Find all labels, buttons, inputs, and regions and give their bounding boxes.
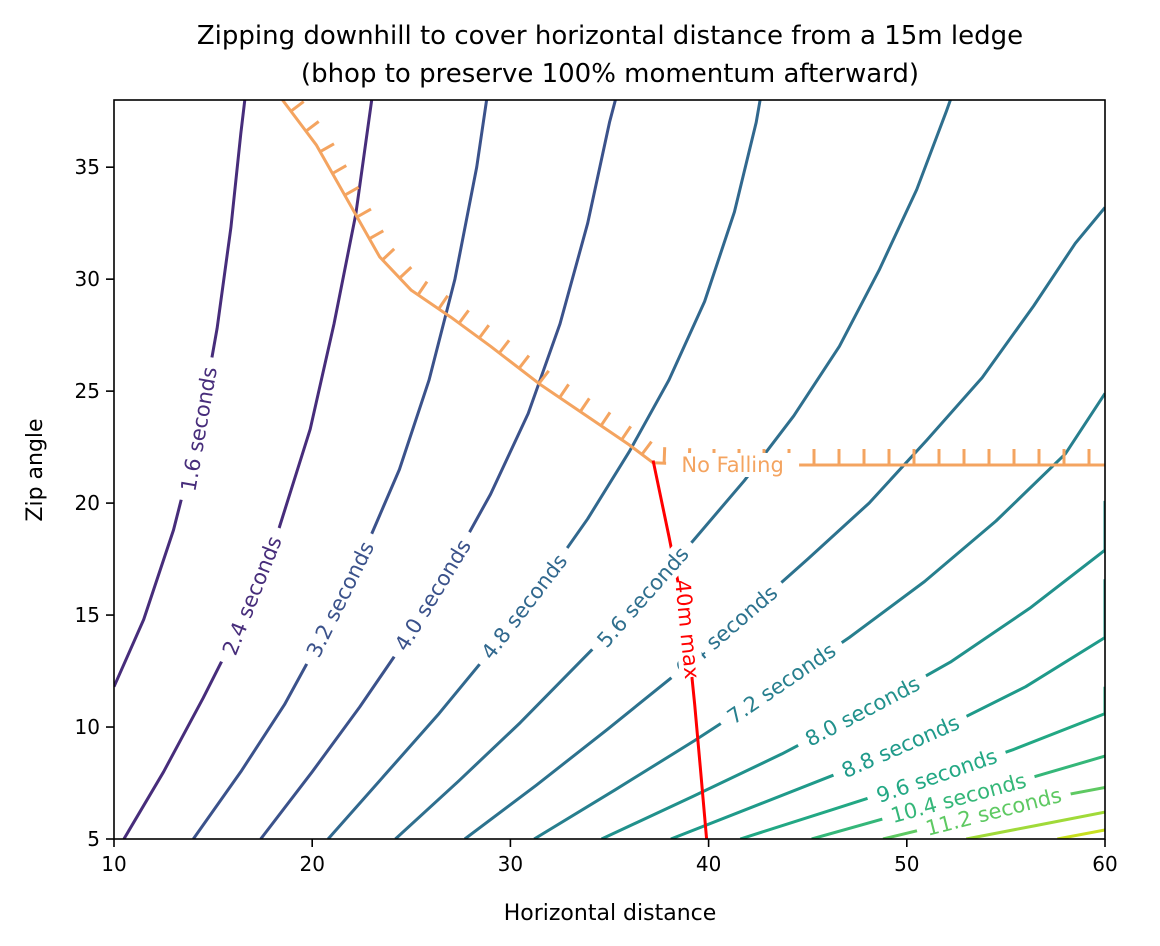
contour-label-background bbox=[174, 355, 224, 503]
x-tick-label: 30 bbox=[498, 852, 523, 876]
boundary-hatch bbox=[620, 425, 632, 441]
boundary-hatch bbox=[398, 266, 413, 280]
boundary-hatch bbox=[558, 383, 570, 399]
contour-label-background bbox=[666, 453, 800, 477]
boundary-hatch bbox=[343, 185, 360, 197]
y-tick-label: 20 bbox=[75, 491, 100, 515]
contour-line bbox=[394, 100, 952, 839]
contour-label-background bbox=[585, 534, 701, 660]
contour-label: 7.2 seconds bbox=[723, 638, 840, 729]
contour-label-background bbox=[714, 632, 849, 735]
no-falling-boundary bbox=[281, 100, 1105, 467]
contour-label-background bbox=[470, 541, 579, 672]
contour-label: 2.4 seconds bbox=[218, 533, 287, 659]
contour-line bbox=[114, 100, 247, 688]
contour-label-background bbox=[384, 526, 482, 664]
boundary-hatch bbox=[368, 229, 385, 241]
boundary-hatch bbox=[537, 369, 550, 385]
x-axis-label: Horizontal distance bbox=[504, 901, 717, 926]
axes-frame bbox=[113, 99, 1106, 840]
y-tick-label: 10 bbox=[75, 715, 100, 739]
boundary-hatch bbox=[289, 100, 305, 113]
contour-line bbox=[259, 100, 617, 839]
contour-line bbox=[122, 100, 374, 839]
boundary-hatch bbox=[319, 142, 335, 154]
contour-label-background bbox=[864, 740, 1010, 811]
contour-line bbox=[1057, 828, 1105, 839]
boundary-hatch bbox=[331, 164, 348, 175]
y-tick-label: 5 bbox=[87, 827, 100, 851]
contour-label-background bbox=[214, 523, 291, 668]
x-tick-label: 60 bbox=[1092, 852, 1117, 876]
y-axis-label: Zip angle bbox=[23, 418, 48, 521]
boundary-hatch bbox=[478, 324, 491, 339]
y-axis: 5 10 15 20 25 30 35 bbox=[75, 155, 114, 851]
contour-label-background bbox=[879, 766, 1038, 831]
y-tick-label: 30 bbox=[75, 267, 100, 291]
x-tick-label: 50 bbox=[894, 852, 919, 876]
contour-label-background bbox=[828, 706, 972, 787]
contour-label: 3.2 seconds bbox=[302, 538, 379, 662]
x-tick-label: 10 bbox=[101, 852, 126, 876]
boundary-hatch bbox=[517, 354, 531, 370]
contour-label: 4.8 seconds bbox=[477, 550, 573, 665]
contour-label-background bbox=[297, 528, 384, 670]
y-tick-label: 35 bbox=[75, 155, 100, 179]
contour-label: 4.0 seconds bbox=[390, 535, 476, 655]
contour-line bbox=[192, 100, 489, 839]
boundary-hatch bbox=[381, 247, 396, 261]
contour-label: No Falling bbox=[681, 453, 783, 477]
boundary-hatch bbox=[304, 120, 320, 133]
x-tick-label: 40 bbox=[696, 852, 721, 876]
contour-line bbox=[463, 206, 1105, 839]
contour-label-background bbox=[670, 580, 704, 679]
chart-subtitle: (bhop to preserve 100% momentum afterwar… bbox=[301, 59, 919, 89]
chart-title: Zipping downhill to cover horizontal dis… bbox=[197, 21, 1023, 51]
y-tick-label: 15 bbox=[75, 603, 100, 627]
boundary-hatch bbox=[416, 280, 429, 296]
contour-label: 1.6 seconds bbox=[176, 365, 222, 493]
contour-label-background bbox=[792, 667, 933, 756]
boundary-hatch bbox=[356, 207, 372, 219]
boundary-hatch bbox=[599, 411, 612, 427]
contour-line bbox=[326, 100, 762, 839]
contour-line bbox=[533, 392, 1105, 839]
boundary-hatch bbox=[662, 447, 667, 464]
x-axis: 10 20 30 40 50 60 bbox=[101, 839, 1118, 876]
contour-label-background bbox=[914, 780, 1074, 844]
contour-line bbox=[966, 810, 1105, 839]
x-tick-label: 20 bbox=[299, 852, 324, 876]
y-tick-label: 25 bbox=[75, 379, 100, 403]
boundary-hatch bbox=[498, 339, 511, 354]
boundary-hatch bbox=[579, 397, 591, 413]
boundary-hatch bbox=[437, 294, 449, 310]
boundary-hatch bbox=[457, 309, 470, 325]
boundary-hatch bbox=[640, 440, 653, 456]
